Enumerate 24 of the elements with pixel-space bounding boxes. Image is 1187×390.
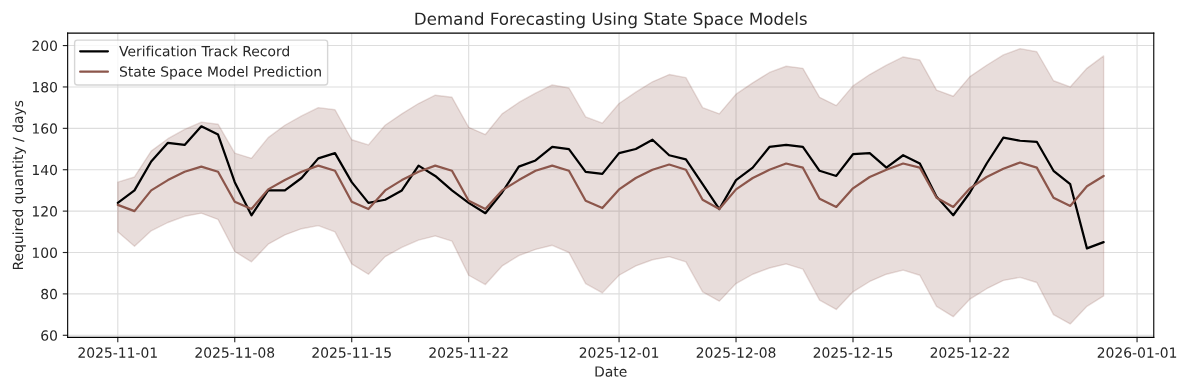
x-tick-label: 2025-11-15 [312,347,391,358]
y-tick-label: 140 [32,164,58,176]
line-series [116,125,1105,250]
legend-label: State Space Model Prediction [119,66,321,80]
x-tick-label: 2025-12-15 [813,347,893,358]
x-tick-label: 2025-12-22 [930,347,1009,358]
y-axis-title: Required quantity / days [12,100,26,270]
y-tick-label: 60 [41,330,58,341]
x-tick-label: 2025-11-22 [429,347,508,358]
y-tick-label: 180 [32,81,58,93]
chart-title: Demand Forecasting Using State Space Models [415,12,807,29]
x-tick-label: 2026-01-01 [1097,347,1177,358]
x-tick-label: 2025-11-01 [78,347,157,358]
line-series [116,161,1105,213]
y-tick-label: 200 [32,40,58,52]
legend-label: Verification Track Record [119,45,289,57]
x-axis-title: Date [595,366,627,377]
y-tick-label: 80 [41,288,58,300]
y-tick-label: 160 [32,123,58,134]
y-tick-label: 120 [32,206,58,217]
y-tick-label: 100 [32,247,58,258]
x-tick-label: 2025-12-08 [696,347,776,358]
x-tick-label: 2025-12-01 [579,347,659,358]
x-tick-label: 2025-11-08 [195,347,275,358]
